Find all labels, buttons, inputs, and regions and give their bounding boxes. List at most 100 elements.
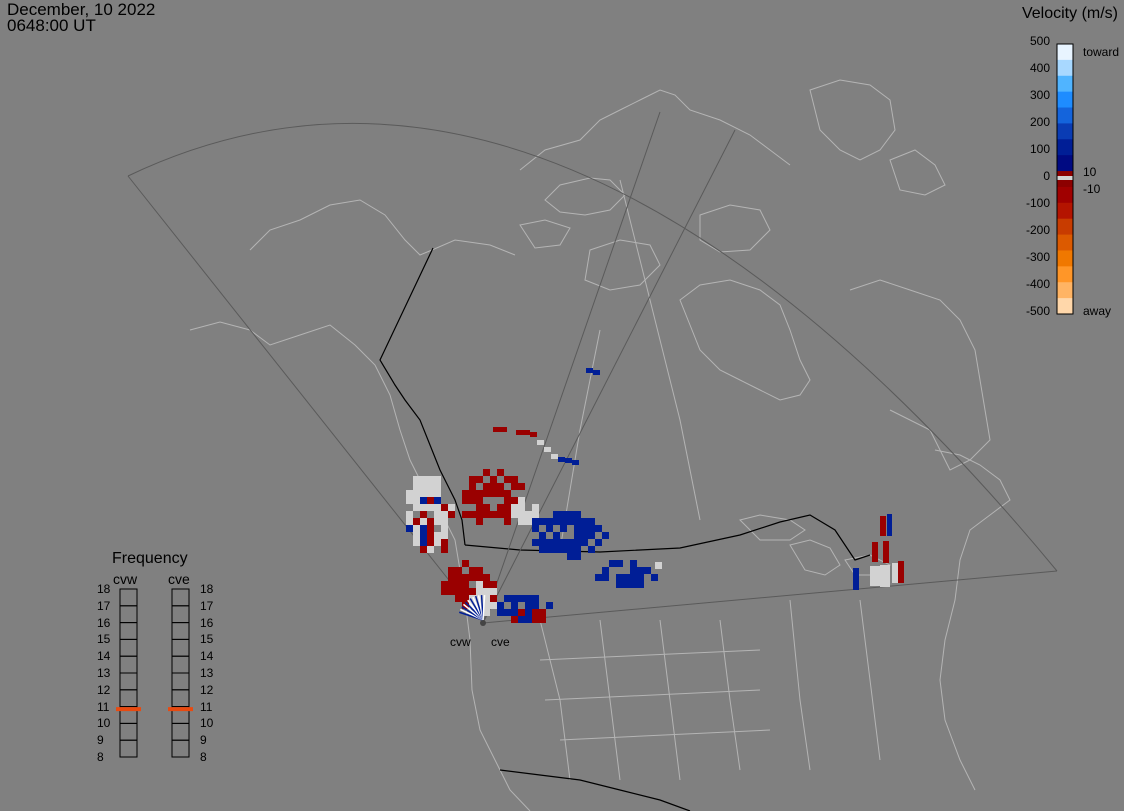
velocity-cell <box>427 532 434 539</box>
freq-scale-left: 16 <box>97 615 111 630</box>
colorbar-segment <box>1057 218 1073 236</box>
velocity-cell <box>462 595 469 602</box>
colorbar-segment <box>1057 75 1073 93</box>
freq-cell <box>171 622 190 640</box>
velocity-cell <box>637 567 644 574</box>
velocity-cell <box>434 497 441 504</box>
velocity-cell <box>483 490 490 497</box>
velocity-cell <box>574 525 581 532</box>
freq-cell <box>119 655 138 674</box>
velocity-cell <box>581 539 588 546</box>
velocity-cell <box>574 539 581 546</box>
velocity-cell <box>427 476 434 483</box>
radar-label-cvw: cvw <box>450 635 471 649</box>
velocity-cell <box>593 370 600 375</box>
velocity-cell <box>637 574 644 581</box>
colorbar-segment <box>1057 59 1073 77</box>
freq-scale-left: 14 <box>97 649 111 664</box>
velocity-cell <box>532 504 539 511</box>
velocity-cell <box>434 539 441 546</box>
velocity-cell <box>558 457 565 462</box>
velocity-cell <box>476 602 483 609</box>
velocity-cell <box>427 497 434 504</box>
velocity-cell <box>497 511 504 518</box>
velocity-cell <box>532 539 539 546</box>
velocity-cell <box>609 560 616 567</box>
velocity-cell <box>469 574 476 581</box>
velocity-cell <box>532 616 539 623</box>
velocity-cell <box>483 469 490 476</box>
velocity-cell <box>493 427 500 432</box>
velocity-cell <box>892 563 898 583</box>
velocity-cell <box>490 581 497 588</box>
velocity-cell <box>532 525 539 532</box>
velocity-cell <box>532 595 539 602</box>
velocity-cell <box>448 574 455 581</box>
velocity-cell <box>462 497 469 504</box>
velocity-cell <box>616 581 623 588</box>
freq-cell <box>119 739 138 758</box>
velocity-cell <box>441 504 448 511</box>
velocity-cell <box>448 504 455 511</box>
velocity-cell <box>595 574 602 581</box>
freq-cell <box>119 622 138 640</box>
pos-threshold-label: 10 <box>1083 165 1097 179</box>
velocity-cell <box>462 581 469 588</box>
velocity-cell <box>525 609 532 616</box>
velocity-cell <box>448 588 455 595</box>
velocity-cell <box>469 567 476 574</box>
freq-indicator <box>116 707 141 712</box>
velocity-cell <box>420 490 427 497</box>
velocity-cell <box>490 595 497 602</box>
velocity-cell <box>880 565 890 587</box>
freq-scale-left: 17 <box>97 598 111 613</box>
neg-threshold-label: -10 <box>1083 182 1101 196</box>
velocity-cell <box>497 483 504 490</box>
velocity-cell <box>420 511 427 518</box>
country-borders <box>379 247 871 811</box>
velocity-cell <box>546 539 553 546</box>
velocity-cell <box>511 616 518 623</box>
velocity-cell <box>630 560 637 567</box>
colorbar-frame <box>1056 43 1074 315</box>
velocity-cell <box>497 469 504 476</box>
velocity-cell <box>525 518 532 525</box>
velocity-cell <box>406 525 413 532</box>
velocity-cell <box>427 483 434 490</box>
velocity-cell <box>539 616 546 623</box>
colorbar-tick: 100 <box>1029 142 1050 156</box>
velocity-cell <box>469 588 476 595</box>
velocity-cell <box>630 574 637 581</box>
velocity-cell <box>518 518 525 525</box>
velocity-cell <box>630 581 637 588</box>
velocity-cell <box>551 454 558 459</box>
freq-scale-left: 10 <box>97 716 111 731</box>
velocity-cell <box>588 532 595 539</box>
velocity-cell <box>518 483 525 490</box>
velocity-cell <box>469 476 476 483</box>
colorbar <box>1056 43 1074 315</box>
colorbar-tick: 300 <box>1029 88 1050 102</box>
velocity-cell <box>448 581 455 588</box>
colorbar-tick: -400 <box>1025 277 1050 291</box>
freq-scale-right: 15 <box>200 632 214 647</box>
velocity-cell <box>500 427 507 432</box>
velocity-cell <box>602 574 609 581</box>
velocity-cell <box>516 430 523 435</box>
velocity-cell <box>644 567 651 574</box>
freq-scale-right: 8 <box>200 750 207 764</box>
velocity-cell <box>490 483 497 490</box>
velocity-cell <box>560 539 567 546</box>
velocity-cell <box>420 504 427 511</box>
velocity-cell <box>574 553 581 560</box>
freq-cell <box>119 588 138 607</box>
colorbar-segment <box>1057 282 1073 299</box>
velocity-cell <box>623 574 630 581</box>
colorbar-tick: 0 <box>1043 169 1050 183</box>
velocity-cell <box>544 447 551 452</box>
velocity-cell <box>462 588 469 595</box>
freq-cell <box>171 588 190 607</box>
velocity-cell <box>497 504 504 511</box>
velocity-cell <box>427 525 434 532</box>
